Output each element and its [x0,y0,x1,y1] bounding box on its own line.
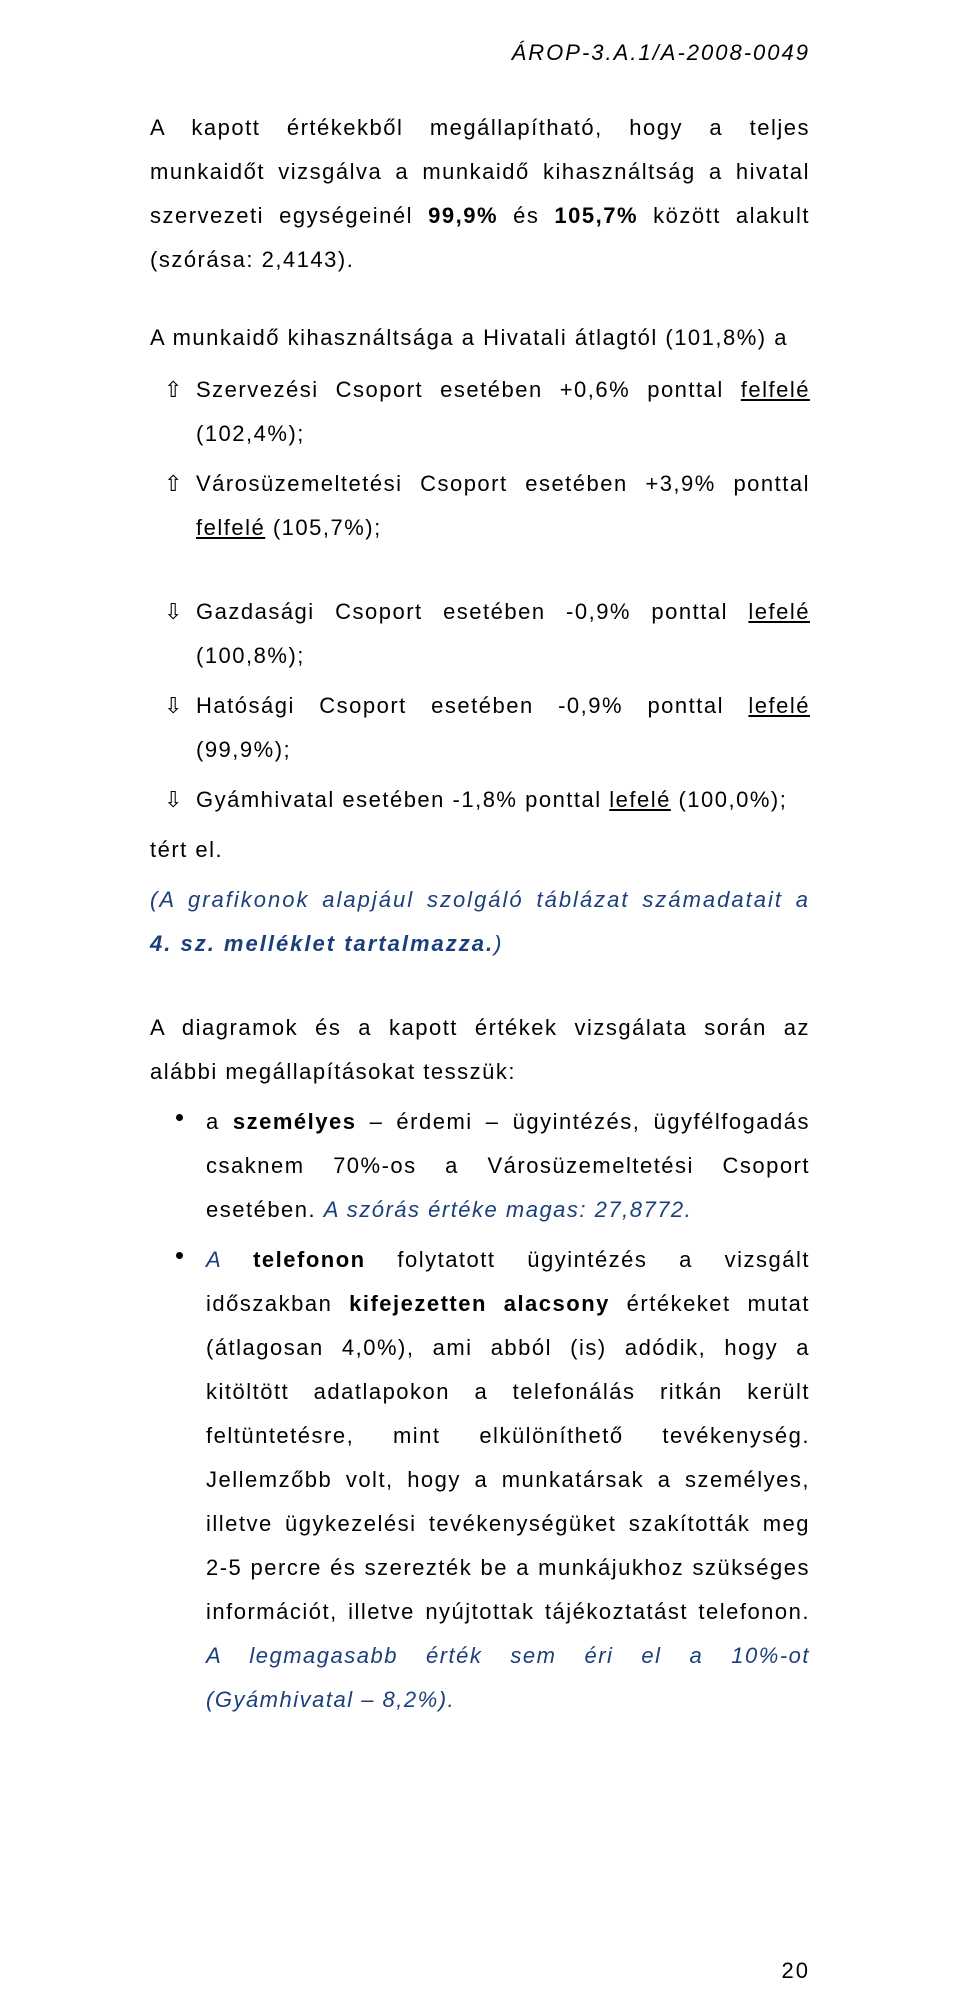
list-item-text-b: (100,0%); [671,787,788,812]
p1-value-min: 99,9% [428,203,498,228]
page-number: 20 [782,1958,810,1984]
p1-text-c: és [498,203,554,228]
p1-value-max: 105,7% [554,203,638,228]
note-c: ) [494,931,503,956]
bullet-segment: A legmagasabb érték sem éri el a 10%-ot … [206,1643,810,1712]
note-b: 4. sz. melléklet tartalmazza. [150,931,494,956]
bullet-icon [176,1252,183,1259]
list-item-underline: lefelé [609,787,671,812]
list-item-text-b: (99,9%); [196,737,291,762]
bullet-segment: A [206,1247,253,1272]
list-item-underline: felfelé [741,377,810,402]
list-item-down: ⇩ Gyámhivatal esetében -1,8% ponttal lefe… [150,778,810,822]
list-item-text-a: Hatósági Csoport esetében -0,9% ponttal [196,693,748,718]
list-item-text-a: Szervezési Csoport esetében +0,6% pontta… [196,377,741,402]
bullet-list: a személyes – érdemi – ügyintézés, ügyfé… [150,1100,810,1722]
list-item-text-b: (105,7%); [265,515,382,540]
paragraph-3: A diagramok és a kapott értékek vizsgála… [150,1006,810,1094]
arrow-down-icon: ⇩ [164,590,184,634]
bullet-icon [176,1114,183,1121]
bullet-segment: értékeket mutat (átlagosan 4,0%), ami ab… [206,1291,810,1624]
arrow-down-icon: ⇩ [164,778,184,822]
list-item-down: ⇩ Gazdasági Csoport esetében -0,9% pontta… [150,590,810,678]
note-line: (A grafikonok alapjául szolgáló táblázat… [150,878,810,966]
bullet-item: A telefonon folytatott ügyintézés a vizs… [150,1238,810,1722]
arrow-up-icon: ⇧ [164,462,184,506]
bullet-segment: telefonon [253,1247,366,1272]
list-item-text-a: Gyámhivatal esetében -1,8% ponttal [196,787,609,812]
list-item-underline: lefelé [748,693,810,718]
arrow-down-icon: ⇩ [164,684,184,728]
bullet-item: a személyes – érdemi – ügyintézés, ügyfé… [150,1100,810,1232]
arrow-up-icon: ⇧ [164,368,184,412]
bullet-segment: a [206,1109,233,1134]
note-a: (A grafikonok alapjául szolgáló táblázat… [150,887,810,912]
list-item-up: ⇧ Városüzemeltetési Csoport esetében +3,9… [150,462,810,550]
bullet-segment: személyes [233,1109,357,1134]
list-item-text-a: Gazdasági Csoport esetében -0,9% ponttal [196,599,748,624]
list-item-down: ⇩ Hatósági Csoport esetében -0,9% ponttal… [150,684,810,772]
list-deviations-down: ⇩ Gazdasági Csoport esetében -0,9% pontta… [150,590,810,822]
list-item-text-b: (102,4%); [196,421,305,446]
list-item-text-b: (100,8%); [196,643,305,668]
list-item-underline: felfelé [196,515,265,540]
list-deviations-up: ⇧ Szervezési Csoport esetében +0,6% pontt… [150,368,810,550]
page: ÁROP-3.A.1/A-2008-0049 A kapott értékekb… [0,0,960,2014]
list-item-up: ⇧ Szervezési Csoport esetében +0,6% pontt… [150,368,810,456]
bullet-segment: A szórás értéke magas: 27,8772. [324,1197,693,1222]
tert-el: tért el. [150,828,810,872]
list-item-text-a: Városüzemeltetési Csoport esetében +3,9%… [196,471,810,496]
paragraph-2: A munkaidő kihasználtsága a Hivatali átl… [150,316,810,360]
paragraph-1: A kapott értékekből megállapítható, hogy… [150,106,810,282]
list-item-underline: lefelé [748,599,810,624]
document-header: ÁROP-3.A.1/A-2008-0049 [150,40,810,66]
bullet-segment: kifejezetten alacsony [349,1291,610,1316]
